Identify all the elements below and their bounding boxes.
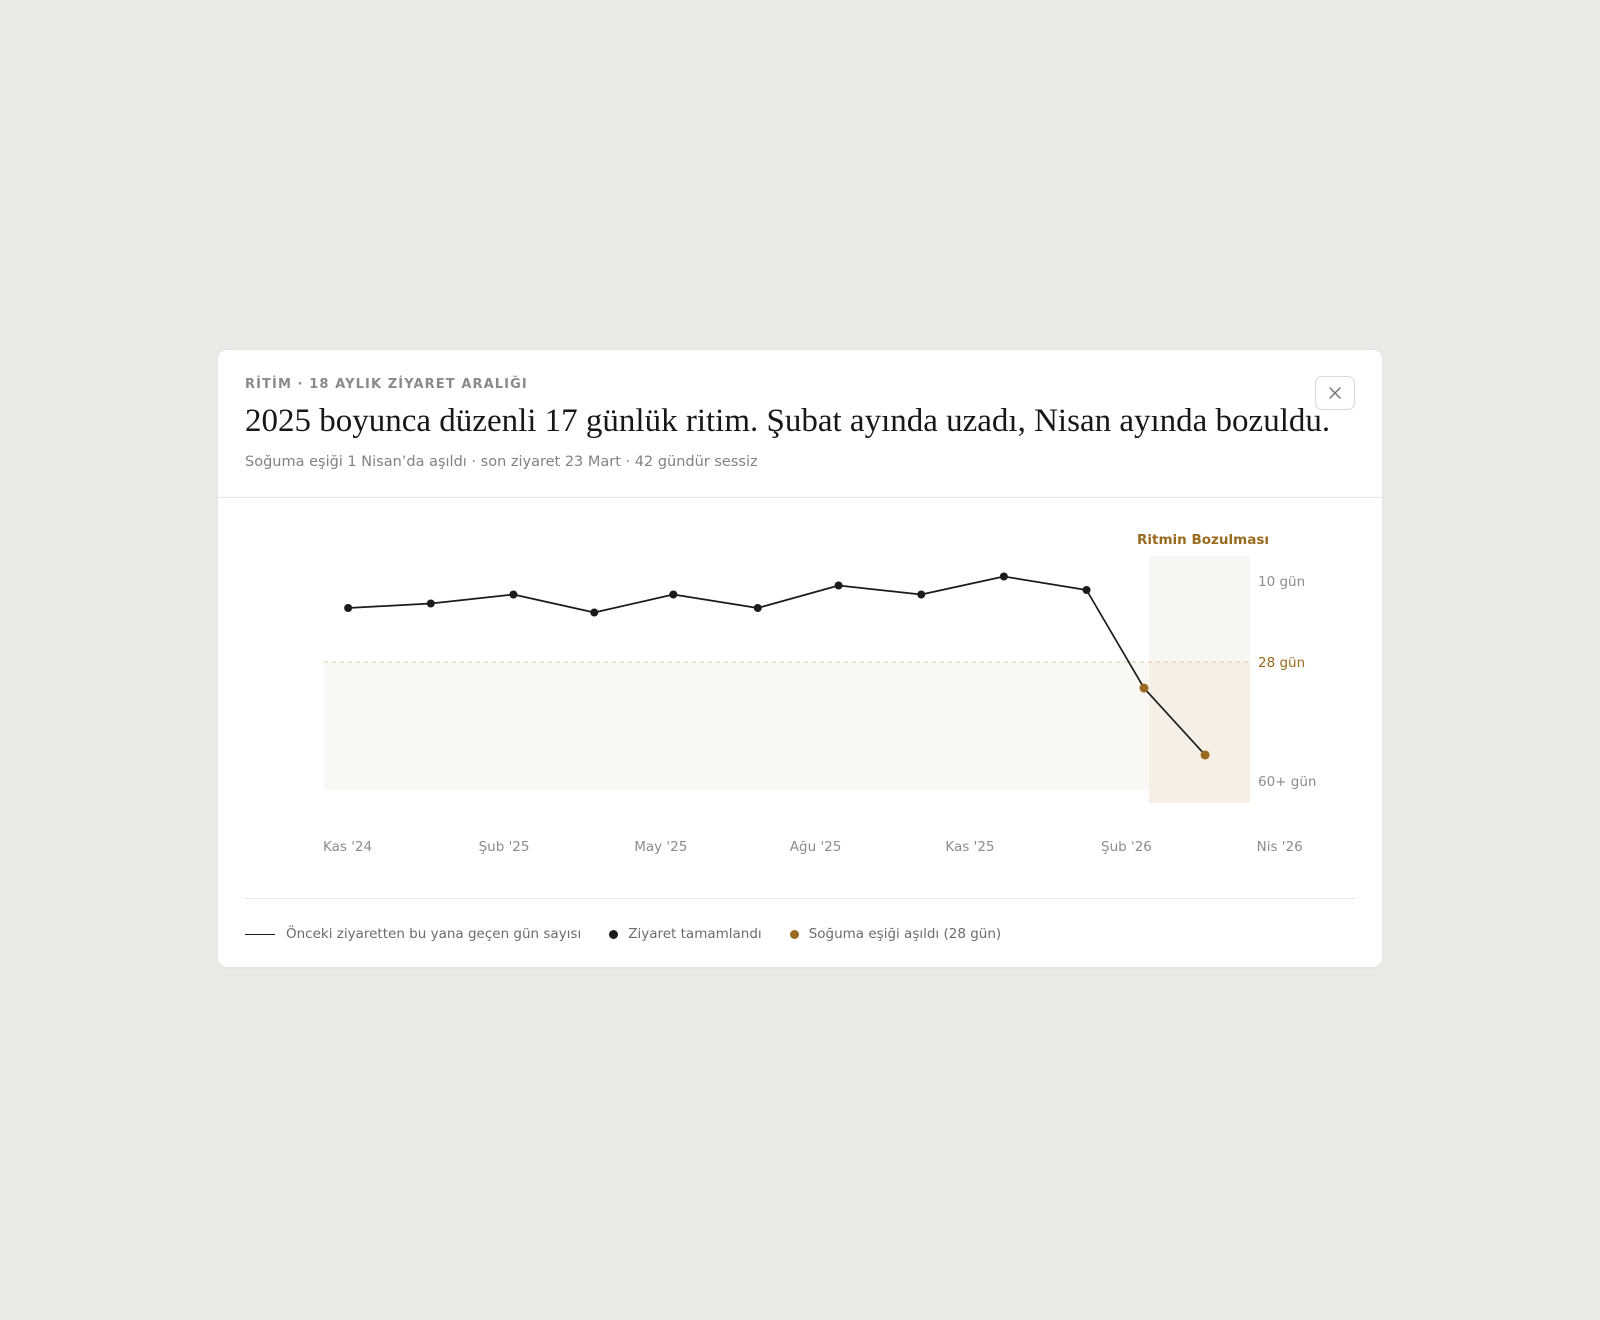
close-button[interactable] [1315, 376, 1355, 410]
interval-line [348, 575, 1206, 756]
x-tick-label: Ağu '25 [790, 839, 842, 855]
legend-line-label: Önceki ziyaretten bu yana geçen gün sayı… [286, 926, 582, 942]
visit-point [669, 590, 678, 599]
visit-point [753, 604, 762, 612]
y-tick-label: 60+ gün [1258, 774, 1316, 790]
close-icon [1329, 387, 1341, 399]
y-tick-label: 10 gün [1258, 574, 1305, 590]
legend-visit-label: Ziyaret tamamlandı [628, 926, 762, 942]
modal-eyebrow: RİTİM · 18 AYLIK ZİYARET ARALIĞI [245, 377, 528, 392]
visit-point [999, 572, 1008, 581]
legend-visit-dot [609, 929, 619, 939]
legend-line-swatch [245, 933, 275, 935]
modal-subtitle: Soğuma eşiği 1 Nisan’da aşıldı · son ziy… [245, 454, 758, 470]
chart-area: Ritmin Bozulması 10 gün 28 gün 60+ gün Kas '… [218, 498, 1382, 878]
break-band-upper [1149, 556, 1250, 662]
x-tick-label: Şub '25 [479, 839, 530, 855]
legend-item-line: Önceki ziyaretten bu yana geçen gün sayı… [245, 926, 581, 942]
visit-point [509, 590, 518, 599]
modal-header: RİTİM · 18 AYLIK ZİYARET ARALIĞI 2025 bo… [218, 350, 1382, 498]
interval-chart: Ritmin Bozulması 10 gün 28 gün 60+ gün Kas '… [323, 532, 1316, 855]
visit-point [1082, 586, 1091, 594]
threshold-point [1139, 683, 1149, 693]
legend-item-threshold: Soğuma eşiği aşıldı (28 gün) [789, 926, 1002, 942]
break-band-lower [1149, 662, 1250, 803]
x-tick-label: Şub '26 [1101, 839, 1152, 855]
legend-threshold-label: Soğuma eşiği aşıldı (28 gün) [808, 926, 1002, 942]
legend-item-visit: Ziyaret tamamlandı [609, 926, 762, 942]
visit-point [917, 590, 926, 599]
modal-title: 2025 boyunca düzenli 17 günlük ritim. Şu… [245, 403, 1331, 439]
visit-point [590, 608, 599, 617]
x-tick-label: Kas '25 [945, 839, 994, 855]
x-tick-label: May '25 [634, 839, 687, 855]
break-annotation: Ritmin Bozulması [1137, 532, 1269, 548]
y-tick-label: 28 gün [1258, 655, 1305, 671]
visit-point [344, 604, 353, 612]
visit-point [834, 581, 843, 590]
legend-threshold-dot [789, 929, 799, 939]
chart-legend: Önceki ziyaretten bu yana geçen gün sayı… [245, 898, 1355, 949]
threshold-point [1200, 750, 1210, 760]
x-tick-label: Kas '24 [323, 839, 372, 855]
cooling-zone [324, 662, 1149, 790]
rhythm-modal: RİTİM · 18 AYLIK ZİYARET ARALIĞI 2025 bo… [218, 350, 1382, 967]
visit-point [426, 599, 435, 608]
x-tick-label: Nis '26 [1257, 839, 1303, 855]
